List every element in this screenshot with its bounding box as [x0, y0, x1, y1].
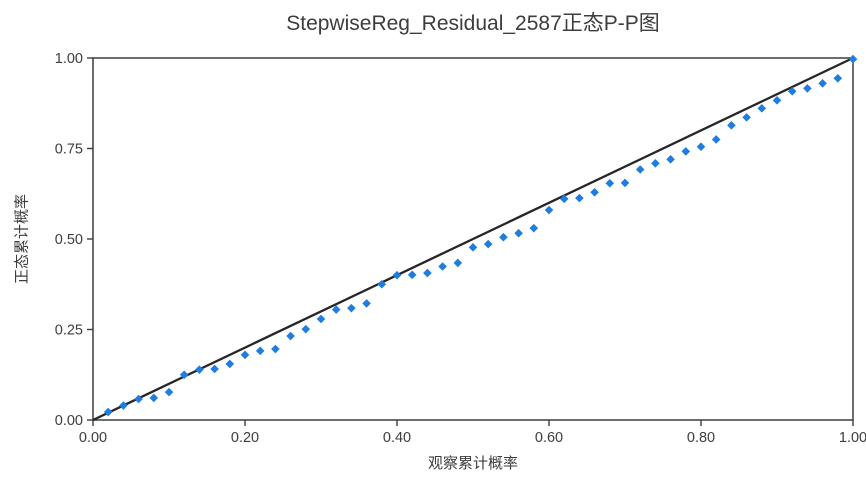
- data-point: [103, 407, 113, 417]
- data-point: [255, 346, 265, 356]
- data-point: [377, 279, 387, 289]
- data-point: [195, 365, 204, 374]
- y-axis-tick-label: 1.00: [55, 51, 83, 67]
- data-point: [407, 270, 417, 280]
- data-point: [559, 194, 569, 204]
- data-point: [316, 314, 326, 324]
- data-point: [331, 305, 341, 314]
- x-axis-tick-label: 0.60: [535, 430, 563, 446]
- data-point: [681, 147, 691, 156]
- data-point: [544, 205, 554, 215]
- data-point: [301, 324, 311, 334]
- data-point: [499, 232, 508, 242]
- data-point: [727, 121, 736, 130]
- y-axis-tick-label: 0.75: [55, 142, 83, 158]
- reference-line: [92, 56, 854, 422]
- data-point: [757, 104, 767, 113]
- x-axis-label: 观察累计概率: [427, 455, 518, 472]
- data-point: [271, 344, 280, 354]
- data-point: [514, 228, 523, 238]
- data-point: [529, 223, 539, 233]
- data-point: [590, 188, 599, 197]
- data-point: [848, 54, 858, 64]
- data-point: [803, 84, 812, 93]
- data-point: [742, 113, 751, 122]
- data-point: [620, 178, 630, 188]
- data-point: [666, 155, 675, 164]
- data-point: [575, 193, 584, 203]
- chart-title: StepwiseReg_Residual_2587正态P-P图: [286, 12, 660, 35]
- data-point: [818, 79, 827, 88]
- data-point: [119, 401, 128, 410]
- data-point: [134, 394, 143, 404]
- data-point: [711, 135, 721, 144]
- data-point: [286, 331, 295, 341]
- data-point: [225, 359, 235, 369]
- x-axis-tick-label: 1.00: [839, 430, 866, 446]
- x-axis-tick-label: 0.00: [79, 430, 107, 446]
- data-point: [651, 159, 660, 168]
- x-axis-tick-label: 0.80: [687, 430, 715, 446]
- data-point: [164, 387, 174, 397]
- data-point: [179, 370, 189, 380]
- data-point: [240, 350, 250, 360]
- data-point: [772, 96, 782, 105]
- data-point: [696, 142, 706, 151]
- y-axis-tick-label: 0.00: [55, 413, 83, 429]
- data-point: [210, 364, 219, 374]
- y-axis-tick-label: 0.25: [55, 323, 83, 339]
- data-point: [483, 239, 493, 249]
- data-point: [787, 87, 797, 96]
- data-point: [833, 73, 843, 83]
- x-axis-tick-label: 0.40: [383, 430, 411, 446]
- data-point: [362, 299, 371, 308]
- data-point: [438, 262, 447, 271]
- data-point: [453, 258, 463, 268]
- data-point: [468, 243, 478, 252]
- y-axis-tick-label: 0.50: [55, 232, 83, 248]
- data-point: [347, 303, 356, 313]
- data-point: [423, 268, 432, 278]
- data-point: [635, 165, 645, 174]
- x-axis-tick-label: 0.20: [231, 430, 259, 446]
- data-point: [605, 178, 615, 188]
- data-point: [392, 270, 402, 280]
- data-point: [149, 393, 159, 403]
